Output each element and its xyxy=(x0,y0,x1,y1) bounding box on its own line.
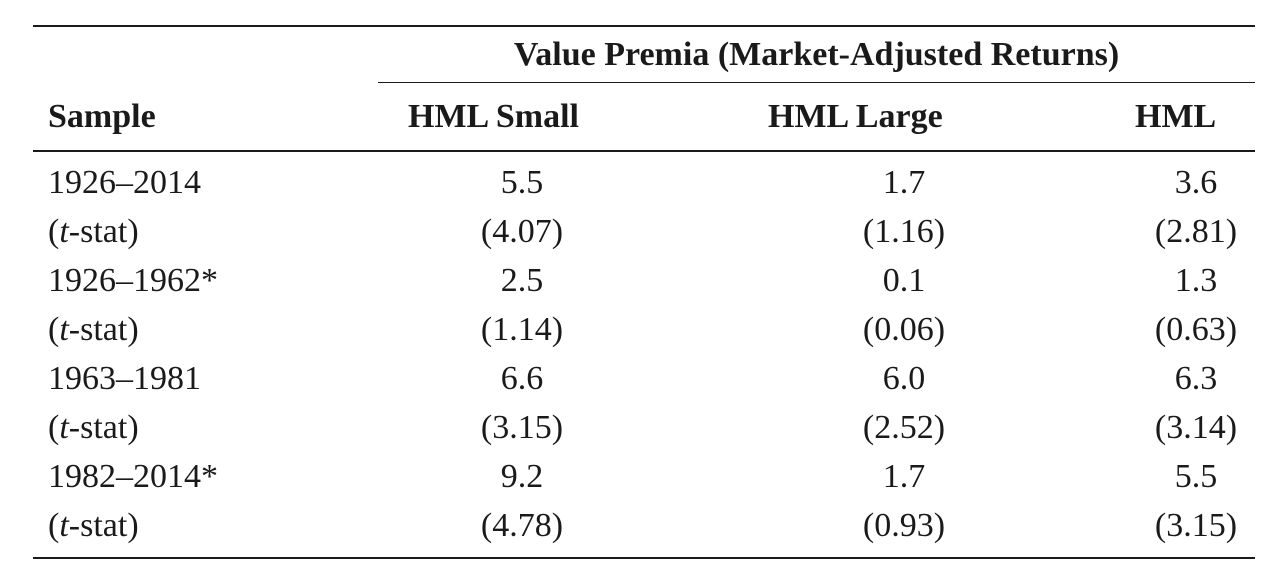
table-row: 1963–1981 6.6 6.0 6.3 xyxy=(0,354,1280,403)
header-rule xyxy=(33,150,1255,152)
bottom-rule xyxy=(33,557,1255,559)
hml-large-tstat: (0.06) xyxy=(862,311,946,348)
sample-label: 1926–2014 xyxy=(48,164,201,201)
sample-label: 1926–1962* xyxy=(48,262,218,299)
tstat-label-prefix: ( xyxy=(48,409,60,446)
hml-small-value: 5.5 xyxy=(500,164,544,201)
hml-value: 1.3 xyxy=(1174,262,1218,299)
column-header-sample: Sample xyxy=(48,98,156,135)
column-header-hml: HML xyxy=(1135,98,1217,135)
hml-value: 6.3 xyxy=(1174,360,1218,397)
hml-small-value: 2.5 xyxy=(500,262,544,299)
tstat-label-italic: t xyxy=(59,213,69,250)
sample-label: 1982–2014* xyxy=(48,458,218,495)
table-row: (t-stat) (3.15) (2.52) (3.14) xyxy=(0,403,1280,452)
hml-tstat: (2.81) xyxy=(1154,213,1238,250)
tstat-label-prefix: ( xyxy=(48,213,60,250)
table-row: (t-stat) (4.78) (0.93) (3.15) xyxy=(0,501,1280,550)
tstat-label: (t-stat) xyxy=(48,501,139,550)
hml-large-value: 1.7 xyxy=(882,164,926,201)
hml-value: 3.6 xyxy=(1174,164,1218,201)
tstat-label-suffix: -stat) xyxy=(68,311,139,348)
hml-tstat: (3.15) xyxy=(1154,507,1238,544)
hml-tstat: (3.14) xyxy=(1154,409,1238,446)
hml-large-value: 1.7 xyxy=(882,458,926,495)
tstat-label-suffix: -stat) xyxy=(68,409,139,446)
table-row: 1926–2014 5.5 1.7 3.6 xyxy=(0,158,1280,207)
tstat-label-prefix: ( xyxy=(48,507,60,544)
hml-large-tstat: (1.16) xyxy=(862,213,946,250)
hml-small-value: 6.6 xyxy=(500,360,544,397)
tstat-label-suffix: -stat) xyxy=(68,507,139,544)
column-header-hml-large: HML Large xyxy=(768,98,943,135)
hml-small-tstat: (1.14) xyxy=(480,311,564,348)
tstat-label: (t-stat) xyxy=(48,403,139,452)
column-header-hml-small: HML Small xyxy=(408,98,579,135)
hml-small-value: 9.2 xyxy=(500,458,544,495)
table-row: (t-stat) (1.14) (0.06) (0.63) xyxy=(0,305,1280,354)
sample-label: 1963–1981 xyxy=(48,360,201,397)
hml-large-tstat: (2.52) xyxy=(862,409,946,446)
hml-value: 5.5 xyxy=(1174,458,1218,495)
hml-small-tstat: (3.15) xyxy=(480,409,564,446)
tstat-label-suffix: -stat) xyxy=(68,213,139,250)
table-row: (t-stat) (4.07) (1.16) (2.81) xyxy=(0,207,1280,256)
hml-small-tstat: (4.78) xyxy=(480,507,564,544)
tstat-label-italic: t xyxy=(59,409,69,446)
table-body: 1926–2014 5.5 1.7 3.6 (t-stat) (4.07) (1… xyxy=(0,158,1280,550)
tstat-label-prefix: ( xyxy=(48,311,60,348)
group-header: Value Premia (Market-Adjusted Returns) xyxy=(513,36,1120,73)
tstat-label-italic: t xyxy=(59,507,69,544)
hml-large-tstat: (0.93) xyxy=(862,507,946,544)
tstat-label: (t-stat) xyxy=(48,305,139,354)
top-rule xyxy=(33,25,1255,27)
hml-small-tstat: (4.07) xyxy=(480,213,564,250)
table-row: 1982–2014* 9.2 1.7 5.5 xyxy=(0,452,1280,501)
tstat-label-italic: t xyxy=(59,311,69,348)
hml-tstat: (0.63) xyxy=(1154,311,1238,348)
table-row: 1926–1962* 2.5 0.1 1.3 xyxy=(0,256,1280,305)
group-header-rule xyxy=(378,82,1255,83)
tstat-label: (t-stat) xyxy=(48,207,139,256)
hml-large-value: 6.0 xyxy=(882,360,926,397)
hml-large-value: 0.1 xyxy=(882,262,926,299)
